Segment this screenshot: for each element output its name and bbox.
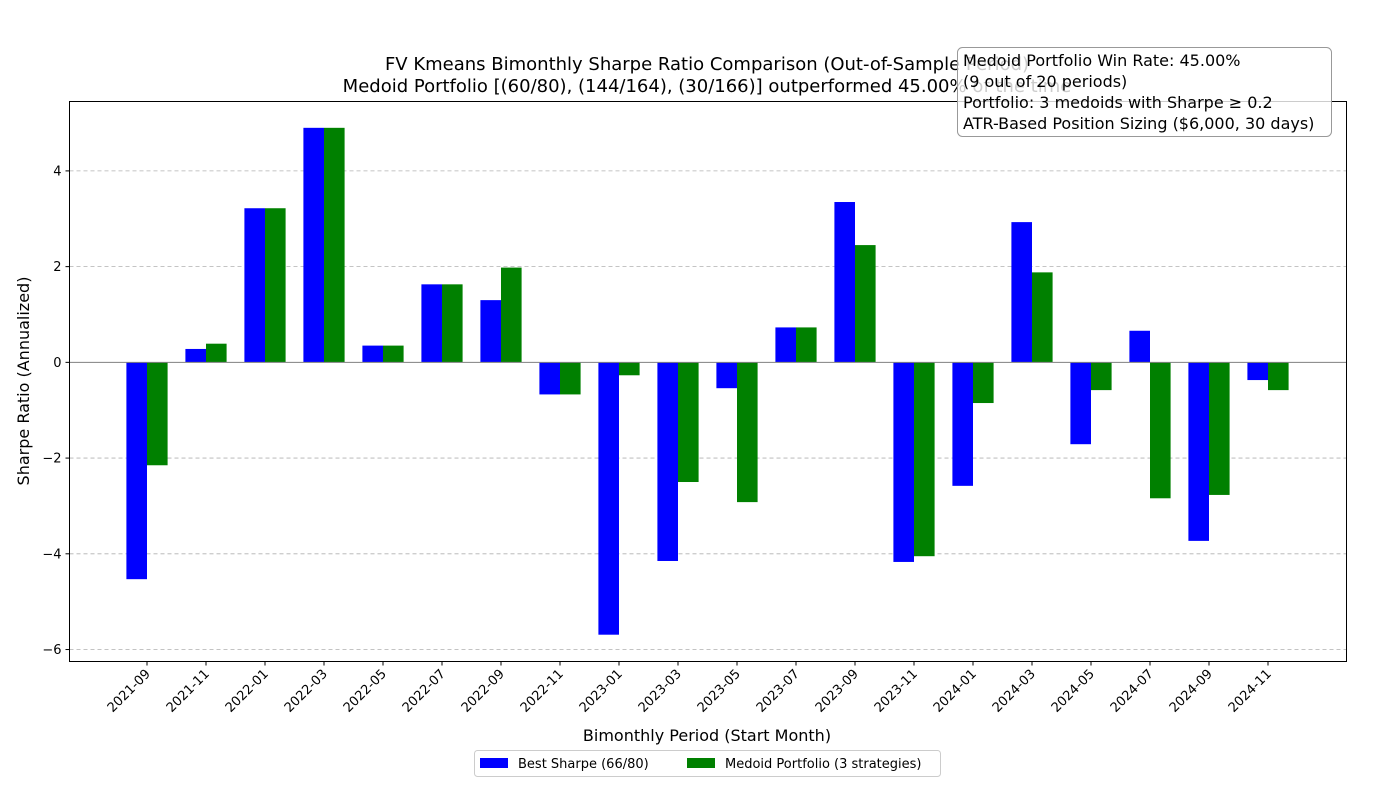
bar-medoid-portfolio bbox=[914, 362, 935, 557]
bar-best-sharpe bbox=[480, 300, 501, 363]
y-tick-label: 0 bbox=[53, 356, 61, 371]
x-axis-ticks: 2021-09 2021-11 2022-01 2022-03 2022-05 2022-… bbox=[105, 661, 1275, 716]
bar-best-sharpe bbox=[185, 348, 206, 363]
y-tick-label: 2 bbox=[53, 260, 61, 275]
x-tick-label: 2024-03 bbox=[990, 667, 1039, 716]
y-tick-label: −4 bbox=[42, 547, 61, 562]
x-axis-label: Bimonthly Period (Start Month) bbox=[583, 726, 831, 745]
x-tick-label: 2024-05 bbox=[1049, 667, 1098, 716]
legend-swatch-best-sharpe bbox=[480, 758, 508, 768]
bar-medoid-portfolio bbox=[737, 362, 758, 503]
bar-best-sharpe bbox=[1188, 362, 1209, 541]
y-tick-label: −2 bbox=[42, 452, 61, 467]
bar-best-sharpe bbox=[303, 127, 324, 363]
x-tick-label: 2022-01 bbox=[223, 667, 272, 716]
y-axis-label: Sharpe Ratio (Annualized) bbox=[14, 277, 33, 486]
y-axis-ticks: −6 −4 −2 0 2 4 bbox=[42, 164, 70, 658]
bar-best-sharpe bbox=[539, 362, 560, 395]
bar-medoid-portfolio bbox=[1032, 272, 1053, 363]
plot-frame bbox=[69, 101, 1347, 662]
x-tick-label: 2022-07 bbox=[400, 667, 449, 716]
annotation-line-1: Medoid Portfolio Win Rate: 45.00% bbox=[963, 51, 1241, 70]
bar-best-sharpe bbox=[952, 362, 973, 486]
annotation-line-3: Portfolio: 3 medoids with Sharpe ≥ 0.2 bbox=[963, 93, 1273, 112]
bar-best-sharpe bbox=[657, 362, 678, 561]
x-tick-label: 2023-09 bbox=[813, 667, 862, 716]
bar-medoid-portfolio bbox=[973, 362, 994, 404]
bar-medoid-portfolio bbox=[1150, 362, 1171, 499]
bar-medoid-portfolio bbox=[1268, 362, 1289, 391]
annotation-line-2: (9 out of 20 periods) bbox=[963, 72, 1127, 91]
x-tick-label: 2023-01 bbox=[577, 667, 626, 716]
bar-best-sharpe bbox=[1011, 222, 1032, 363]
x-tick-label: 2023-07 bbox=[754, 667, 803, 716]
annotation-box: Medoid Portfolio Win Rate: 45.00% (9 out… bbox=[957, 47, 1332, 137]
bar-medoid-portfolio bbox=[855, 245, 876, 363]
bar-best-sharpe bbox=[834, 202, 855, 363]
bar-medoid-portfolio bbox=[501, 267, 522, 363]
bar-best-sharpe bbox=[421, 284, 442, 363]
y-tick-label: −6 bbox=[42, 643, 61, 658]
bar-medoid-portfolio bbox=[324, 127, 345, 363]
x-tick-label: 2024-07 bbox=[1108, 667, 1157, 716]
legend-label-medoid-portfolio: Medoid Portfolio (3 strategies) bbox=[725, 757, 922, 772]
bar-medoid-portfolio bbox=[442, 284, 463, 363]
grid-lines bbox=[69, 170, 1347, 650]
bar-best-sharpe bbox=[126, 362, 147, 580]
annotation-line-4: ATR-Based Position Sizing ($6,000, 30 da… bbox=[963, 114, 1314, 133]
x-tick-label: 2024-09 bbox=[1167, 667, 1216, 716]
bar-medoid-portfolio bbox=[1091, 362, 1112, 391]
x-tick-label: 2024-11 bbox=[1226, 667, 1275, 716]
x-tick-label: 2023-11 bbox=[872, 667, 921, 716]
bar-best-sharpe bbox=[244, 208, 265, 363]
y-tick-label: 4 bbox=[53, 164, 61, 179]
bars bbox=[126, 127, 1289, 635]
x-tick-label: 2022-03 bbox=[282, 667, 331, 716]
bar-best-sharpe bbox=[716, 362, 737, 389]
x-tick-label: 2021-11 bbox=[164, 667, 213, 716]
bar-best-sharpe bbox=[598, 362, 619, 635]
bar-best-sharpe bbox=[1129, 330, 1150, 363]
legend-label-best-sharpe: Best Sharpe (66/80) bbox=[518, 757, 649, 772]
bar-best-sharpe bbox=[362, 345, 383, 363]
bar-best-sharpe bbox=[1070, 362, 1091, 445]
bar-best-sharpe bbox=[1247, 362, 1268, 381]
x-tick-label: 2023-05 bbox=[695, 667, 744, 716]
bar-best-sharpe bbox=[775, 327, 796, 363]
x-tick-label: 2021-09 bbox=[105, 667, 154, 716]
bar-medoid-portfolio bbox=[560, 362, 581, 395]
x-tick-label: 2022-05 bbox=[341, 667, 390, 716]
bar-medoid-portfolio bbox=[619, 362, 640, 376]
legend-swatch-medoid-portfolio bbox=[687, 758, 715, 768]
bar-best-sharpe bbox=[893, 362, 914, 562]
bar-medoid-portfolio bbox=[1209, 362, 1230, 495]
legend: Best Sharpe (66/80) Medoid Portfolio (3 … bbox=[474, 750, 941, 777]
chart-title-line-1: FV Kmeans Bimonthly Sharpe Ratio Compari… bbox=[385, 54, 1029, 75]
x-tick-label: 2022-11 bbox=[518, 667, 567, 716]
x-tick-label: 2022-09 bbox=[459, 667, 508, 716]
bar-medoid-portfolio bbox=[206, 343, 227, 363]
x-tick-label: 2023-03 bbox=[636, 667, 685, 716]
x-tick-label: 2024-01 bbox=[931, 667, 980, 716]
bar-medoid-portfolio bbox=[796, 327, 817, 363]
annotation-frame bbox=[957, 47, 1332, 137]
bar-medoid-portfolio bbox=[147, 362, 168, 466]
bar-medoid-portfolio bbox=[678, 362, 699, 483]
chart-title-line-2: Medoid Portfolio [(60/80), (144/164), (3… bbox=[343, 76, 1072, 97]
bar-medoid-portfolio bbox=[383, 345, 404, 363]
bar-medoid-portfolio bbox=[265, 208, 286, 363]
